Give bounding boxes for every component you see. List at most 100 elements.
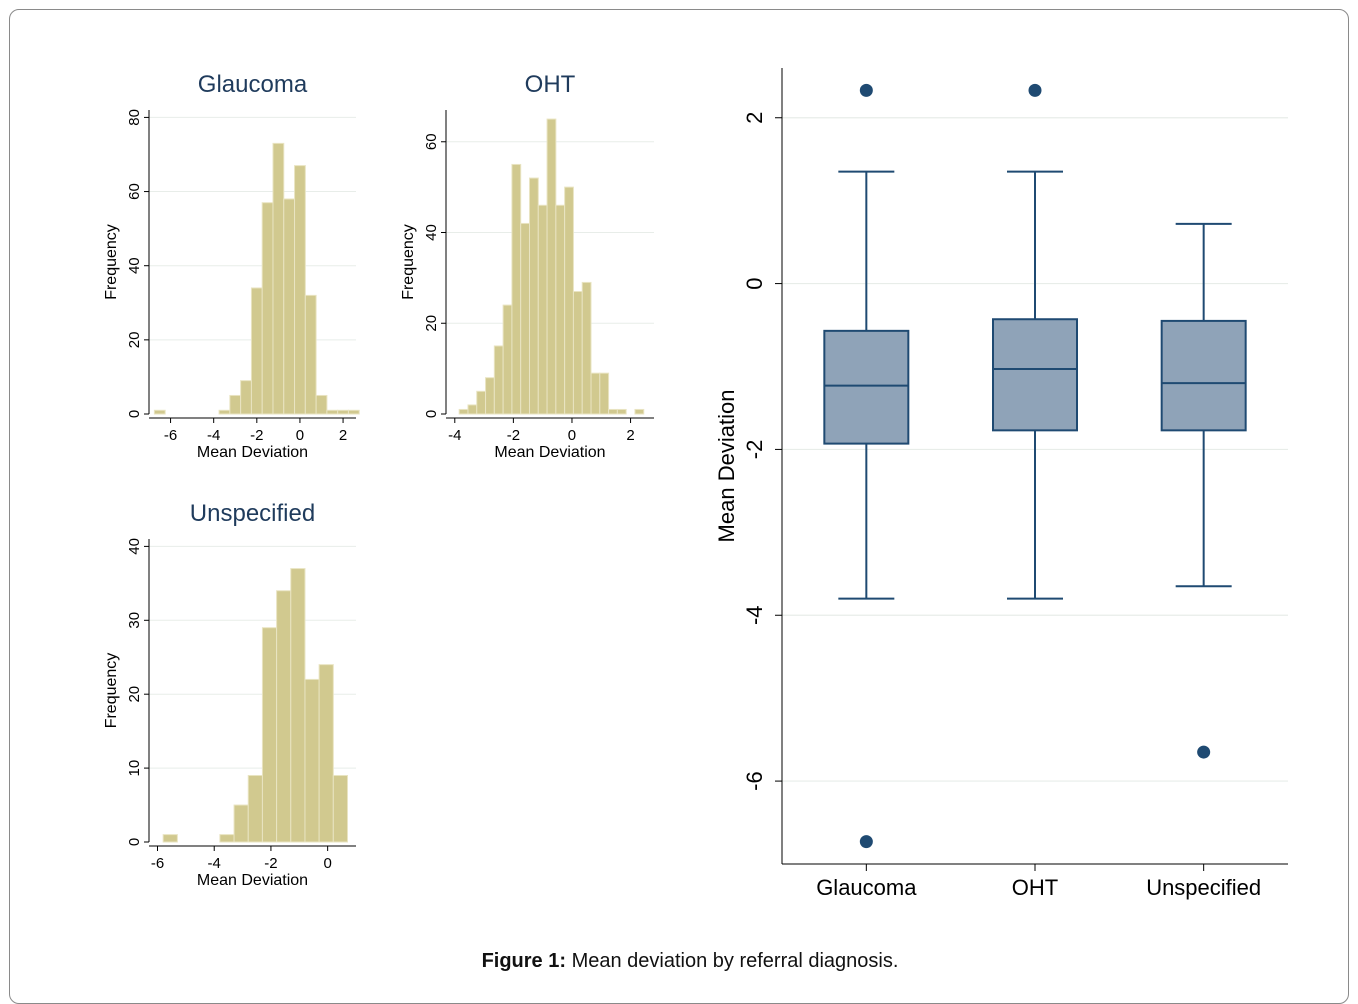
y-tick-label: 60 <box>126 183 143 200</box>
y-tick-label: 2 <box>742 112 767 124</box>
histogram-bar <box>315 394 328 415</box>
y-tick-label: 30 <box>126 612 143 629</box>
histogram-bar <box>546 118 557 415</box>
y-tick-label: 0 <box>126 410 143 418</box>
histogram-bar <box>458 408 469 415</box>
x-axis-title: Mean Deviation <box>494 444 605 461</box>
histogram-bar <box>261 627 278 843</box>
histogram-bar <box>537 204 548 415</box>
histogram-bar <box>528 177 539 415</box>
box-iqr <box>823 329 910 445</box>
panel-title: OHT <box>525 71 576 98</box>
histogram-bar <box>219 834 235 843</box>
histogram-bar <box>511 163 522 415</box>
x-tick-label: -4 <box>208 855 221 872</box>
histogram-bar <box>467 404 478 415</box>
x-tick-label: -2 <box>250 427 263 444</box>
x-tick-label: OHT <box>1012 875 1058 900</box>
histogram-bar <box>272 142 285 415</box>
y-axis-title: Frequency <box>103 653 120 729</box>
x-tick-label: Unspecified <box>1146 875 1261 900</box>
histogram-bar <box>572 290 583 415</box>
caption-label: Figure 1: <box>481 950 567 972</box>
x-tick-label: 0 <box>296 427 304 444</box>
histogram-bar <box>564 186 574 415</box>
y-tick-label: 40 <box>126 257 143 274</box>
y-tick-label: -6 <box>742 771 767 791</box>
histogram-bar <box>476 390 487 415</box>
x-tick-label: -6 <box>151 855 164 872</box>
y-tick-label: -2 <box>742 440 767 460</box>
outlier-point <box>1197 745 1211 759</box>
histogram-bar <box>555 204 566 415</box>
histogram-bar <box>599 372 610 415</box>
histogram-bar <box>162 834 178 843</box>
y-tick-label: 40 <box>423 224 440 241</box>
histogram-bar <box>347 409 360 415</box>
x-tick-label: -6 <box>164 427 177 444</box>
y-axis-title: Frequency <box>400 224 417 300</box>
figure-caption: Figure 1: Mean deviation by referral dia… <box>0 950 1358 973</box>
y-tick-label: 0 <box>742 277 767 289</box>
histogram-bar <box>304 678 320 843</box>
histogram-bar <box>233 804 249 843</box>
y-tick-label: 80 <box>126 109 143 126</box>
y-tick-label: 60 <box>423 133 440 150</box>
panel-title: Unspecified <box>190 500 315 527</box>
histogram-bar <box>283 198 296 415</box>
outlier-point <box>1028 83 1042 97</box>
histogram-bar <box>240 380 252 415</box>
histogram-glaucoma: 0 20 40 60 80 -6 -4 -2 0 2 Mean Deviation Frequency… <box>103 71 360 461</box>
histogram-bar <box>153 409 166 415</box>
histogram-bar <box>581 281 592 415</box>
x-tick-label: -4 <box>207 427 220 444</box>
x-tick-label: Glaucoma <box>816 875 917 900</box>
histogram-bar <box>634 408 645 415</box>
y-tick-label: 10 <box>126 760 143 777</box>
x-tick-label: -4 <box>448 427 461 444</box>
histogram-bar <box>229 394 242 415</box>
histogram-bar <box>493 345 504 415</box>
boxplot-mean-deviation: -6 -4 -2 0 2 Mean Deviation Glaucoma OHT Unspeci… <box>714 68 1288 900</box>
panel-title: Glaucoma <box>198 71 308 98</box>
caption-text: Mean deviation by referral diagnosis. <box>566 950 899 972</box>
histogram-bar <box>485 377 495 415</box>
histogram-bar <box>608 408 618 415</box>
x-tick-label: 2 <box>339 427 347 444</box>
x-tick-label: 2 <box>626 427 634 444</box>
x-tick-label: 0 <box>323 855 331 872</box>
outlier-point <box>859 83 873 97</box>
outlier-point <box>859 835 873 849</box>
y-tick-label: 40 <box>126 538 143 555</box>
y-tick-label: 20 <box>126 686 143 703</box>
histogram-bar <box>337 409 349 415</box>
x-axis-title: Mean Deviation <box>197 872 308 889</box>
x-tick-label: -2 <box>507 427 520 444</box>
histogram-bar <box>261 202 274 415</box>
x-tick-label: 0 <box>568 427 576 444</box>
histogram-unspecified: 0 10 20 30 40 -6 -4 -2 0 Mean Deviation Frequency U… <box>103 500 356 889</box>
histogram-bar <box>616 408 627 415</box>
y-tick-label: -4 <box>742 605 767 625</box>
x-axis-title: Mean Deviation <box>197 444 308 461</box>
histogram-bar <box>318 664 334 843</box>
y-tick-label: 0 <box>126 838 143 846</box>
histogram-bar <box>590 372 601 415</box>
histogram-bar <box>276 590 292 843</box>
y-axis-title: Frequency <box>103 224 120 300</box>
y-tick-label: 0 <box>423 410 440 418</box>
y-tick-label: 20 <box>423 315 440 332</box>
box-iqr <box>1160 319 1247 432</box>
histogram-bar <box>247 774 263 843</box>
histogram-bar <box>218 409 231 415</box>
histogram-bar <box>520 222 530 415</box>
histogram-bar <box>326 409 339 415</box>
y-axis-title: Mean Deviation <box>714 390 739 543</box>
histogram-oht: 0 20 40 60 -4 -2 0 2 Mean Deviation Frequency OHT <box>400 71 654 461</box>
box-iqr <box>992 318 1078 432</box>
histogram-bar <box>294 165 306 415</box>
histogram-bar <box>332 774 348 843</box>
histogram-bar <box>250 287 263 415</box>
y-tick-label: 20 <box>126 332 143 349</box>
